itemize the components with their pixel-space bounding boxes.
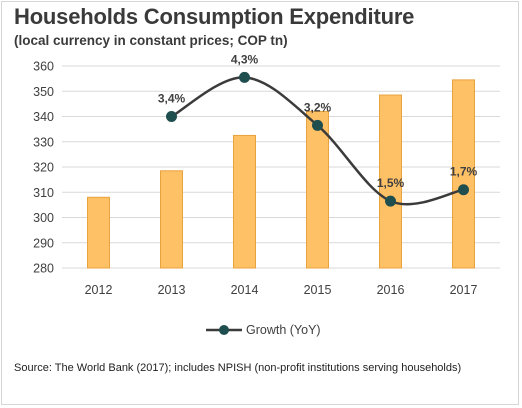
y-tick-label: 310 bbox=[33, 186, 54, 200]
y-tick-label: 360 bbox=[33, 60, 54, 74]
bar-2017 bbox=[452, 79, 475, 269]
source-note: Source: The World Bank (2017); includes … bbox=[14, 362, 462, 374]
growth-data-label: 1,7% bbox=[450, 165, 478, 179]
growth-point-2015 bbox=[312, 119, 323, 131]
growth-point-2017 bbox=[458, 184, 469, 196]
x-tick-label: 2015 bbox=[304, 283, 332, 297]
growth-data-label: 1,5% bbox=[377, 176, 405, 190]
x-tick-label: 2016 bbox=[377, 283, 405, 297]
y-tick-label: 280 bbox=[33, 262, 54, 276]
bar-2012 bbox=[87, 196, 110, 269]
x-tick-label: 2012 bbox=[85, 283, 113, 297]
legend: Growth (YoY) bbox=[206, 323, 321, 337]
bar-2015 bbox=[306, 110, 329, 269]
growth-point-2014 bbox=[239, 71, 250, 83]
y-tick-label: 300 bbox=[33, 211, 54, 225]
grid bbox=[62, 65, 500, 269]
chart-title: Households Consumption Expenditure bbox=[14, 4, 415, 29]
chart-subtitle: (local currency in constant prices; COP … bbox=[14, 33, 288, 48]
x-tick-label: 2013 bbox=[158, 283, 186, 297]
bar-2014 bbox=[233, 134, 256, 269]
y-tick-label: 320 bbox=[33, 161, 54, 175]
growth-data-label: 3,4% bbox=[158, 92, 186, 106]
growth-point-2013 bbox=[166, 111, 177, 122]
growth-point-2016 bbox=[385, 195, 396, 207]
legend-label: Growth (YoY) bbox=[246, 323, 321, 337]
growth-data-label: 3,2% bbox=[304, 100, 332, 114]
legend-line-marker-icon bbox=[206, 325, 242, 335]
y-tick-label: 340 bbox=[33, 110, 54, 124]
growth-line: 3,4% 4,3% 3,2% 1,5% 1,7% bbox=[158, 52, 478, 207]
x-axis-ticks: 2012 2013 2014 2015 2016 2017 bbox=[85, 283, 478, 297]
growth-data-label: 4,3% bbox=[231, 52, 259, 66]
bar-2013 bbox=[160, 170, 183, 269]
y-tick-label: 330 bbox=[33, 135, 54, 149]
x-tick-label: 2017 bbox=[450, 283, 478, 297]
bars bbox=[87, 79, 475, 269]
y-axis-ticks: 280 290 300 310 320 330 340 350 360 bbox=[33, 60, 54, 276]
y-tick-label: 290 bbox=[33, 236, 54, 250]
y-tick-label: 350 bbox=[33, 85, 54, 99]
bar-2016 bbox=[379, 94, 402, 269]
x-tick-label: 2014 bbox=[231, 283, 259, 297]
